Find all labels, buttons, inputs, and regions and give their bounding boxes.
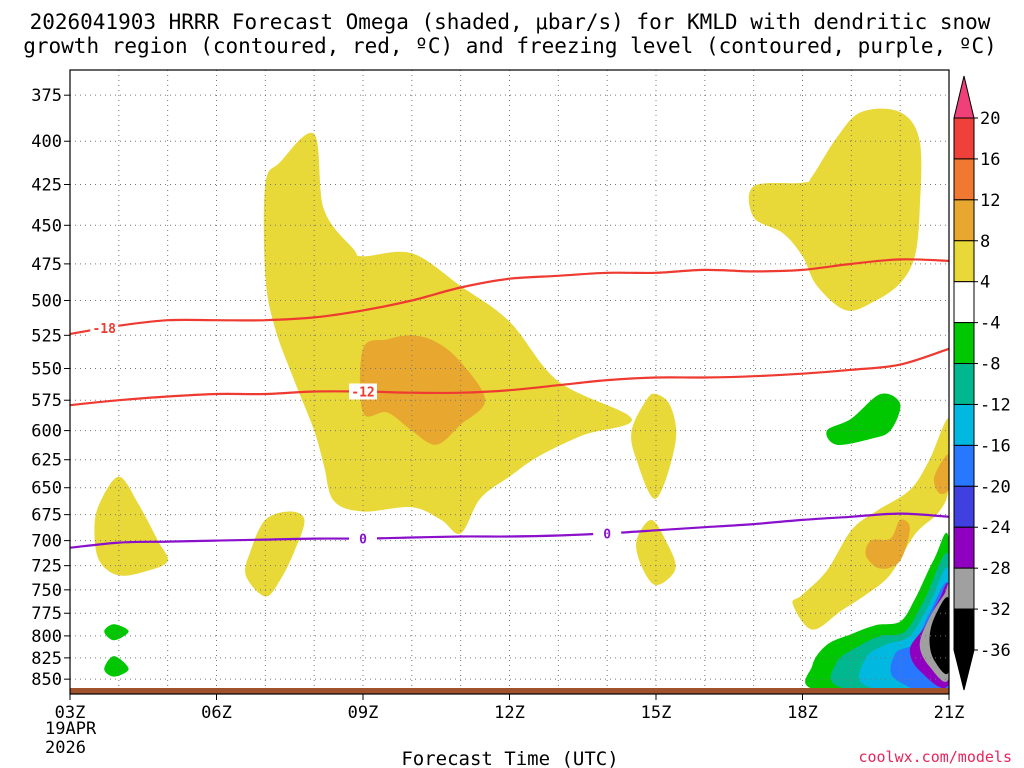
colorbar-label: -36 bbox=[980, 641, 1011, 661]
colorbar-swatch bbox=[953, 526, 975, 569]
colorbar-label: 4 bbox=[980, 273, 990, 293]
ground-surface-bar bbox=[70, 688, 949, 694]
colorbar-swatch bbox=[953, 567, 975, 610]
colorbar-swatch bbox=[953, 240, 975, 283]
x-tick-label: 18Z bbox=[787, 703, 818, 723]
y-tick-label: 525 bbox=[31, 326, 62, 346]
colorbar-label: -28 bbox=[980, 559, 1011, 579]
x-tick-label: 12Z bbox=[494, 703, 525, 723]
y-tick-label: 850 bbox=[31, 670, 62, 690]
x-tick-label: 21Z bbox=[934, 703, 965, 723]
y-tick-label: 800 bbox=[31, 627, 62, 647]
colorbar-label: -20 bbox=[980, 477, 1011, 497]
colorbar-label: 8 bbox=[980, 232, 990, 252]
y-tick-label: 600 bbox=[31, 422, 62, 442]
y-tick-label: 775 bbox=[31, 604, 62, 624]
colorbar-label: -32 bbox=[980, 600, 1011, 620]
y-tick-label: 550 bbox=[31, 360, 62, 380]
colorbar-swatch bbox=[953, 117, 975, 160]
colorbar-label: 16 bbox=[980, 150, 1000, 170]
contour-label: -18 bbox=[92, 322, 116, 337]
colorbar-swatch bbox=[953, 363, 975, 405]
x-date-year: 2026 bbox=[45, 738, 86, 758]
y-tick-label: 450 bbox=[31, 216, 62, 236]
colorbar-swatch bbox=[953, 444, 975, 487]
y-tick-label: 750 bbox=[31, 581, 62, 601]
colorbar-swatch bbox=[953, 403, 975, 446]
y-tick-label: 700 bbox=[31, 532, 62, 552]
colorbar-swatch bbox=[953, 281, 975, 324]
x-axis: 03Z 06Z 09Z 12Z 15Z 18Z 21Z bbox=[55, 694, 965, 723]
y-tick-label: 825 bbox=[31, 649, 62, 669]
omega-region bbox=[826, 393, 901, 445]
x-date-day: 19APR bbox=[45, 719, 97, 739]
temperature-contours: -18 -12 0 0 bbox=[69, 258, 950, 549]
contour-label-background bbox=[349, 383, 377, 400]
omega-region bbox=[865, 519, 910, 569]
colorbar-label: -12 bbox=[980, 395, 1011, 415]
contour-line bbox=[69, 512, 950, 549]
colorbar-label: 20 bbox=[980, 109, 1000, 129]
colorbar: 20 16 12 8 4 -4 -8 -12 -16 -20 -24 -28 -32 -36 bbox=[953, 75, 1011, 691]
y-tick-label: 625 bbox=[31, 451, 62, 471]
omega-region bbox=[636, 519, 676, 586]
credit-text: coolwx.com/models bbox=[858, 748, 1012, 766]
contour-label-background bbox=[349, 530, 377, 547]
x-tick-label: 09Z bbox=[348, 703, 379, 723]
colorbar-bottom-arrow bbox=[953, 649, 975, 691]
contour-label: -12 bbox=[351, 385, 374, 400]
y-tick-label: 400 bbox=[31, 132, 62, 152]
colorbar-swatch bbox=[953, 322, 975, 365]
colorbar-swatch bbox=[953, 485, 975, 528]
omega-region bbox=[263, 132, 632, 535]
contour-line bbox=[69, 258, 950, 335]
omega-region bbox=[933, 453, 949, 495]
y-axis: 375 400 425 450 475 500 525 550 575 600 625 650 675 7… bbox=[31, 86, 70, 690]
contour-label: 0 bbox=[603, 527, 611, 542]
omega-region bbox=[359, 335, 486, 445]
y-tick-label: 675 bbox=[31, 506, 62, 526]
y-tick-label: 575 bbox=[31, 391, 62, 411]
y-tick-label: 500 bbox=[31, 291, 62, 311]
x-axis-label: Forecast Time (UTC) bbox=[401, 748, 618, 768]
y-tick-label: 425 bbox=[31, 176, 62, 196]
colorbar-top-arrow bbox=[953, 75, 975, 119]
omega-region bbox=[94, 476, 168, 576]
chart-title-line2: growth region (contoured, red, ºC) and f… bbox=[23, 34, 997, 58]
contour-label: 0 bbox=[359, 533, 367, 548]
x-tick-label: 06Z bbox=[201, 703, 232, 723]
omega-region bbox=[245, 511, 305, 597]
omega-region bbox=[631, 393, 677, 499]
colorbar-label: -4 bbox=[980, 314, 1000, 334]
colorbar-label: -8 bbox=[980, 355, 1000, 375]
colorbar-label: 12 bbox=[980, 191, 1000, 211]
colorbar-label: -24 bbox=[980, 518, 1011, 538]
colorbar-label: -16 bbox=[980, 436, 1011, 456]
gridlines bbox=[70, 70, 949, 690]
colorbar-swatch bbox=[953, 158, 975, 201]
y-tick-label: 475 bbox=[31, 255, 62, 275]
omega-region bbox=[929, 597, 949, 675]
plot-area: -18 -12 0 0 bbox=[69, 69, 950, 695]
contour-line bbox=[69, 347, 950, 407]
chart-title-line1: 2026041903 HRRR Forecast Omega (shaded, … bbox=[30, 10, 991, 34]
y-tick-label: 650 bbox=[31, 479, 62, 499]
contour-label-background bbox=[90, 320, 119, 337]
contour-label-background bbox=[593, 525, 622, 542]
omega-region bbox=[792, 418, 949, 630]
x-tick-label: 15Z bbox=[641, 703, 672, 723]
colorbar-swatch bbox=[953, 608, 975, 651]
omega-region bbox=[104, 656, 129, 677]
y-tick-label: 725 bbox=[31, 557, 62, 577]
omega-shading bbox=[94, 108, 949, 690]
x-tick-label: 03Z bbox=[55, 703, 86, 723]
y-tick-label: 375 bbox=[31, 86, 62, 106]
colorbar-swatch bbox=[953, 199, 975, 242]
